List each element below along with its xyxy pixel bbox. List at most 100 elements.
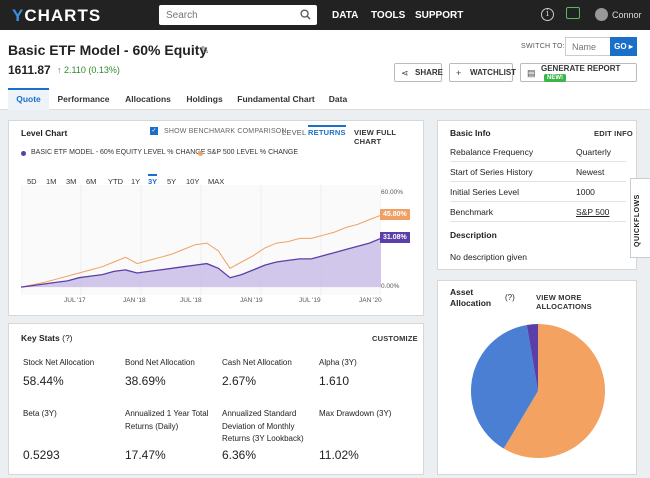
range-button-3y[interactable]: 3Y [148,174,158,186]
y-tick-label: 0.00% [381,283,400,291]
key-stat-label[interactable]: Cash Net Allocation [222,358,292,367]
level-toggle[interactable]: LEVEL [282,128,307,137]
legend-model-dot [21,151,26,156]
basic-info-card: Basic Info EDIT INFO Rebalance Frequency… [437,120,637,270]
report-icon: ▤ [527,68,536,78]
view-full-chart-link[interactable]: VIEW FULL CHART [354,128,397,146]
tab-performance[interactable]: Performance [57,94,110,104]
x-tick-label: JUL '19 [299,297,321,304]
basic-info-value: Newest [576,167,605,177]
key-stat-label[interactable]: Bond Net Allocation [125,358,195,367]
basic-info-key: Initial Series Level [450,187,519,197]
x-tick-label: JUL '18 [180,297,202,304]
basic-info-key: Benchmark [450,207,493,217]
legend-model-label: BASIC ETF MODEL - 60% EQUITY LEVEL % CHA… [31,149,206,156]
key-stat-value: 1.610 [319,374,350,388]
watchlist-button[interactable]: + WATCHLIST [449,63,516,82]
y-tick-label: 60.00% [381,188,404,196]
new-badge: NEW! [544,74,566,82]
go-button[interactable]: GO ▸ [610,37,637,56]
range-button-max[interactable]: MAX [208,177,225,186]
basic-info-value: 1000 [576,187,595,197]
key-stat-label[interactable]: Beta (3Y) [23,409,57,418]
range-button-ytd[interactable]: YTD [108,177,123,186]
range-button-5y[interactable]: 5Y [167,177,177,186]
search-input[interactable] [159,5,289,26]
nav-data-link[interactable]: DATA [332,10,359,21]
nav-tools-link[interactable]: TOOLS [371,10,406,21]
ycharts-logo[interactable]: YCHARTS [12,6,102,25]
key-stat-label[interactable]: Annualized 1 Year Total Returns (Daily) [125,409,209,431]
range-button-1y[interactable]: 1Y [131,177,141,186]
search-box [159,5,317,26]
range-button-1m[interactable]: 1M [46,177,57,186]
show-benchmark-label[interactable]: SHOW BENCHMARK COMPARISON [164,128,287,135]
quickflows-tab[interactable]: QUICKFLOWS [630,178,650,258]
price-change: ↑ 2.110 (0.13%) [57,65,120,75]
search-icon[interactable] [300,9,311,20]
key-stat-label[interactable]: Annualized Standard Deviation of Monthly… [222,409,304,443]
key-stats-card: Key Stats (?) CUSTOMIZE Stock Net Alloca… [8,323,424,475]
x-tick-label: JAN '19 [240,297,263,304]
asset-allocation-title: Asset Allocation [450,287,492,308]
legend-sp500-dot [198,151,203,156]
allocation-pie [470,324,605,458]
basic-info-key: Rebalance Frequency [450,147,534,157]
switch-to-input[interactable] [565,37,611,56]
edit-info-link[interactable]: EDIT INFO [594,129,633,138]
price-value: 1611.87 [8,63,51,77]
key-stat-label[interactable]: Stock Net Allocation [23,358,95,367]
tab-holdings[interactable]: Holdings [186,94,223,104]
pencil-icon[interactable]: ✎ [200,45,210,57]
top-nav: YCHARTS DATA TOOLS SUPPORT i Connor [0,0,650,30]
basic-info-value[interactable]: S&P 500 [576,207,610,217]
view-more-allocations-link[interactable]: VIEW MORE ALLOCATIONS [536,293,592,311]
x-tick-label: JUL '17 [64,297,86,304]
level-chart-plot [21,185,381,295]
key-stat-label[interactable]: Alpha (3Y) [319,358,357,367]
generate-report-button[interactable]: ▤ GENERATE REPORTNEW! [520,63,637,82]
tab-data[interactable]: Data [328,94,348,104]
asset-allocation-card: Asset Allocation (?) VIEW MORE ALLOCATION… [437,280,637,475]
user-avatar-icon[interactable] [595,8,608,21]
basic-info-title: Basic Info [450,128,491,138]
customize-link[interactable]: CUSTOMIZE [372,334,418,343]
page-header: Basic ETF Model - 60% Equity ✎ 1611.87 ↑… [0,30,650,88]
nav-support-link[interactable]: SUPPORT [415,10,464,21]
basic-info-key: Start of Series History [450,167,533,177]
x-tick-label: JAN '20 [359,297,382,304]
key-stat-value: 11.02% [319,448,359,462]
plus-icon: + [456,68,462,78]
chat-icon[interactable] [566,7,580,19]
tab-allocations[interactable]: Allocations [125,94,171,104]
returns-toggle[interactable]: RETURNS [308,125,346,137]
pie-slice-bond [470,324,538,449]
share-icon: ⋖ [401,68,409,78]
user-name[interactable]: Connor [612,10,642,20]
tab-quote[interactable]: Quote [8,88,49,110]
basic-info-row: Benchmark S&P 500 [450,202,626,222]
asset-allocation-help[interactable]: (?) [505,293,515,302]
key-stat-label[interactable]: Max Drawdown (3Y) [319,409,392,418]
model-series-line [21,237,381,288]
tab-fundamental-chart[interactable]: Fundamental Chart [237,94,315,104]
share-button[interactable]: ⋖ SHARE [394,63,443,82]
key-stat-value: 17.47% [125,448,166,462]
range-button-6m[interactable]: 6M [86,177,97,186]
description-label: Description [450,230,497,240]
key-stat-value: 6.36% [222,448,257,462]
key-stats-title: Key Stats (?) [21,333,73,343]
benchmark-checkbox[interactable]: ✓ [150,127,158,135]
range-button-10y[interactable]: 10Y [186,177,200,186]
range-button-5d[interactable]: 5D [27,177,37,186]
level-chart-title: Level Chart [21,128,68,138]
tab-bar: Quote Performance Allocations Holdings F… [0,88,650,110]
pie-slice-stock [503,324,605,458]
switch-to-label: SWITCH TO: [521,43,565,50]
x-tick-label: JAN '18 [123,297,146,304]
model-series-area [21,238,381,288]
info-icon[interactable]: i [541,8,554,21]
range-button-3m[interactable]: 3M [66,177,77,186]
key-stat-value: 58.44% [23,374,64,388]
key-stats-help[interactable]: (?) [62,333,73,343]
